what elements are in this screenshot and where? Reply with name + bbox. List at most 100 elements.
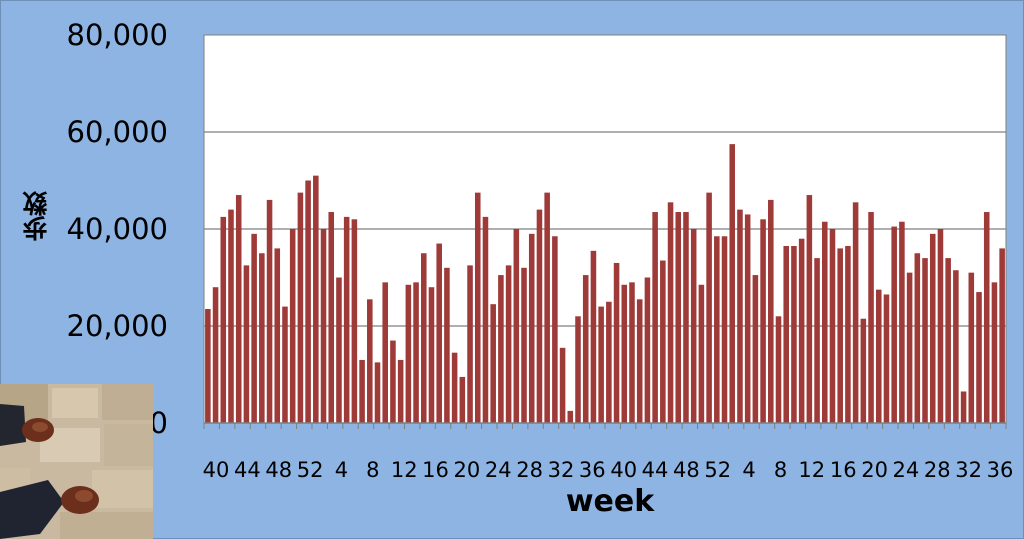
bar bbox=[768, 199, 774, 423]
bar bbox=[513, 229, 520, 423]
x-tick-label: 40 bbox=[203, 458, 230, 482]
bar bbox=[590, 250, 597, 423]
bar bbox=[829, 229, 836, 423]
bar bbox=[421, 253, 427, 423]
bar bbox=[212, 287, 219, 423]
y-tick-label: 40,000 bbox=[67, 212, 168, 246]
bar bbox=[644, 277, 651, 423]
x-tick-label: 4 bbox=[742, 458, 755, 482]
bar bbox=[783, 245, 789, 423]
bar bbox=[405, 284, 412, 423]
bar bbox=[521, 267, 527, 423]
bar bbox=[374, 362, 381, 424]
x-tick-label: 36 bbox=[579, 458, 606, 482]
x-tick-label: 8 bbox=[774, 458, 787, 482]
bar bbox=[775, 316, 782, 423]
bar bbox=[752, 275, 759, 423]
bar bbox=[336, 277, 342, 423]
x-tick-label: 32 bbox=[955, 458, 982, 482]
bar bbox=[636, 299, 643, 423]
x-tick-label: 52 bbox=[297, 458, 324, 482]
bar bbox=[613, 262, 620, 423]
bar bbox=[714, 236, 720, 423]
bar bbox=[845, 245, 851, 423]
bar bbox=[837, 248, 843, 423]
bar bbox=[382, 282, 388, 423]
x-tick-label: 12 bbox=[798, 458, 825, 482]
x-tick-labels: 40 44 48 52 4 8 12 16 20 24 28 32 36 40 44 48 52 4 8 12 16 20… bbox=[203, 423, 1014, 482]
bar bbox=[559, 347, 566, 423]
bar bbox=[976, 292, 982, 423]
bar bbox=[444, 267, 450, 423]
y-tick-label: 0 bbox=[150, 406, 168, 440]
x-tick-label: 36 bbox=[987, 458, 1014, 482]
bar bbox=[999, 248, 1005, 423]
bar bbox=[413, 282, 419, 423]
bar bbox=[791, 245, 797, 423]
x-tick-label: 40 bbox=[610, 458, 637, 482]
x-tick-label: 28 bbox=[924, 458, 951, 482]
bar bbox=[451, 352, 458, 423]
x-tick-label: 44 bbox=[234, 458, 261, 482]
bar bbox=[259, 253, 265, 423]
bar bbox=[228, 209, 234, 423]
bar bbox=[205, 309, 211, 423]
bar bbox=[397, 359, 404, 423]
x-tick-label: 24 bbox=[893, 458, 920, 482]
bar bbox=[953, 270, 959, 423]
bar bbox=[675, 212, 682, 423]
bar bbox=[297, 192, 304, 424]
bar bbox=[860, 318, 867, 423]
x-tick-label: 8 bbox=[366, 458, 379, 482]
bar bbox=[243, 265, 250, 424]
bar bbox=[220, 216, 227, 424]
bar bbox=[690, 229, 697, 423]
bar bbox=[436, 243, 442, 423]
bar bbox=[914, 253, 921, 423]
bar bbox=[760, 219, 766, 423]
bar bbox=[235, 195, 242, 423]
bar bbox=[629, 282, 635, 423]
x-tick-label: 44 bbox=[642, 458, 669, 482]
bar bbox=[343, 216, 350, 424]
bar bbox=[490, 304, 496, 423]
bar bbox=[721, 236, 728, 423]
bar bbox=[822, 221, 828, 423]
bar bbox=[806, 195, 813, 423]
x-tick-label: 48 bbox=[673, 458, 700, 482]
x-tick-label: 16 bbox=[422, 458, 449, 482]
bar bbox=[660, 260, 666, 423]
bar bbox=[505, 265, 512, 424]
bar bbox=[875, 289, 882, 424]
bar bbox=[706, 192, 712, 424]
bar bbox=[359, 359, 365, 423]
bar bbox=[474, 192, 481, 424]
bar bbox=[960, 391, 967, 423]
bar bbox=[320, 229, 327, 423]
bar bbox=[899, 221, 905, 423]
x-tick-label: 20 bbox=[454, 458, 481, 482]
bar bbox=[467, 265, 473, 424]
bar bbox=[729, 144, 736, 424]
x-tick-label: 28 bbox=[516, 458, 543, 482]
bar bbox=[929, 233, 936, 423]
bar bbox=[544, 192, 550, 424]
bar bbox=[683, 212, 689, 423]
bar bbox=[528, 233, 535, 423]
x-tick-label: 32 bbox=[548, 458, 575, 482]
bar bbox=[328, 212, 335, 423]
bar bbox=[667, 202, 674, 423]
bar bbox=[621, 284, 628, 423]
bar bbox=[251, 233, 257, 423]
bar bbox=[428, 287, 435, 423]
bar bbox=[598, 306, 604, 423]
bar bbox=[606, 301, 612, 423]
x-axis-title: week bbox=[565, 484, 655, 519]
bar bbox=[274, 248, 281, 423]
x-tick-label: 20 bbox=[861, 458, 888, 482]
x-tick-label: 24 bbox=[485, 458, 512, 482]
bar bbox=[868, 212, 874, 423]
bar bbox=[922, 258, 928, 423]
bar bbox=[744, 214, 751, 423]
